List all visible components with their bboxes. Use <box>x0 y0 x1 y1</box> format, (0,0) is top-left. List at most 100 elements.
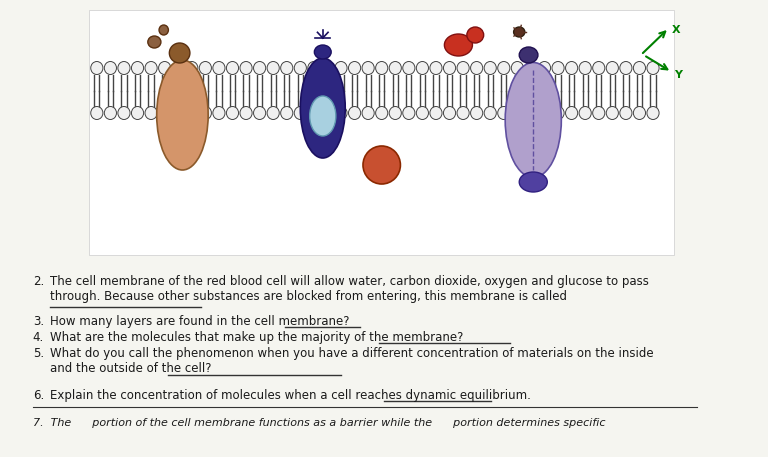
Circle shape <box>402 62 415 74</box>
Circle shape <box>579 106 591 119</box>
Circle shape <box>349 62 361 74</box>
Circle shape <box>565 62 578 74</box>
Circle shape <box>484 62 496 74</box>
Circle shape <box>308 62 320 74</box>
Circle shape <box>240 106 252 119</box>
Ellipse shape <box>157 60 208 170</box>
Circle shape <box>443 106 455 119</box>
Text: through. Because other substances are blocked from entering, this membrane is ca: through. Because other substances are bl… <box>50 290 567 303</box>
Circle shape <box>606 106 618 119</box>
Circle shape <box>335 106 347 119</box>
Text: 2.: 2. <box>33 275 44 288</box>
Ellipse shape <box>147 36 161 48</box>
Circle shape <box>294 106 306 119</box>
Circle shape <box>620 106 632 119</box>
Text: 3.: 3. <box>33 315 44 328</box>
Circle shape <box>430 62 442 74</box>
Circle shape <box>253 62 266 74</box>
Circle shape <box>606 62 618 74</box>
Ellipse shape <box>505 63 561 177</box>
Circle shape <box>443 62 455 74</box>
Circle shape <box>227 62 239 74</box>
Circle shape <box>199 62 211 74</box>
Circle shape <box>552 62 564 74</box>
Circle shape <box>620 62 632 74</box>
FancyBboxPatch shape <box>89 10 674 255</box>
Circle shape <box>647 106 659 119</box>
Circle shape <box>267 62 280 74</box>
Text: 4.: 4. <box>33 331 44 344</box>
Ellipse shape <box>467 27 484 43</box>
Circle shape <box>593 106 605 119</box>
Circle shape <box>349 106 361 119</box>
Circle shape <box>321 62 333 74</box>
Circle shape <box>158 106 170 119</box>
Circle shape <box>131 62 144 74</box>
Circle shape <box>647 62 659 74</box>
Ellipse shape <box>519 172 548 192</box>
Circle shape <box>91 62 103 74</box>
Circle shape <box>335 62 347 74</box>
Text: The cell membrane of the red blood cell will allow water, carbon dioxide, oxygen: The cell membrane of the red blood cell … <box>50 275 648 288</box>
Circle shape <box>565 106 578 119</box>
Circle shape <box>552 106 564 119</box>
Ellipse shape <box>514 27 525 37</box>
Circle shape <box>118 62 130 74</box>
Circle shape <box>186 106 198 119</box>
Circle shape <box>525 106 537 119</box>
Text: X: X <box>672 25 680 35</box>
Circle shape <box>389 62 402 74</box>
Circle shape <box>308 106 320 119</box>
Circle shape <box>158 62 170 74</box>
Circle shape <box>471 106 483 119</box>
Circle shape <box>104 62 117 74</box>
Circle shape <box>471 62 483 74</box>
Text: and the outside of the cell?: and the outside of the cell? <box>50 362 211 375</box>
Text: What do you call the phenomenon when you have a different concentration of mater: What do you call the phenomenon when you… <box>50 347 654 360</box>
Ellipse shape <box>445 34 472 56</box>
Circle shape <box>525 62 537 74</box>
Ellipse shape <box>169 43 190 63</box>
Circle shape <box>131 106 144 119</box>
Circle shape <box>240 62 252 74</box>
Text: How many layers are found in the cell membrane?: How many layers are found in the cell me… <box>50 315 349 328</box>
Text: 7.  The      portion of the cell membrane functions as a barrier while the      : 7. The portion of the cell membrane func… <box>33 418 605 428</box>
Text: Y: Y <box>674 70 681 80</box>
Circle shape <box>213 62 225 74</box>
Ellipse shape <box>159 25 168 35</box>
Circle shape <box>376 106 388 119</box>
Circle shape <box>294 62 306 74</box>
Circle shape <box>145 62 157 74</box>
Circle shape <box>416 62 429 74</box>
Circle shape <box>104 106 117 119</box>
Circle shape <box>172 62 184 74</box>
Circle shape <box>213 106 225 119</box>
Circle shape <box>186 62 198 74</box>
Circle shape <box>538 106 551 119</box>
Circle shape <box>511 62 524 74</box>
Text: Explain the concentration of molecules when a cell reaches dynamic equilibrium.: Explain the concentration of molecules w… <box>50 389 531 402</box>
Circle shape <box>280 62 293 74</box>
Circle shape <box>199 106 211 119</box>
Circle shape <box>172 106 184 119</box>
Circle shape <box>511 106 524 119</box>
Circle shape <box>457 106 469 119</box>
Circle shape <box>430 106 442 119</box>
Circle shape <box>145 106 157 119</box>
Circle shape <box>484 106 496 119</box>
Circle shape <box>538 62 551 74</box>
Circle shape <box>416 106 429 119</box>
Circle shape <box>634 106 646 119</box>
Circle shape <box>253 106 266 119</box>
Circle shape <box>91 106 103 119</box>
Circle shape <box>498 62 510 74</box>
Text: 5.: 5. <box>33 347 44 360</box>
Ellipse shape <box>314 45 331 59</box>
Circle shape <box>376 62 388 74</box>
Circle shape <box>362 106 374 119</box>
Circle shape <box>389 106 402 119</box>
Circle shape <box>402 106 415 119</box>
Ellipse shape <box>363 146 400 184</box>
Circle shape <box>280 106 293 119</box>
Circle shape <box>321 106 333 119</box>
